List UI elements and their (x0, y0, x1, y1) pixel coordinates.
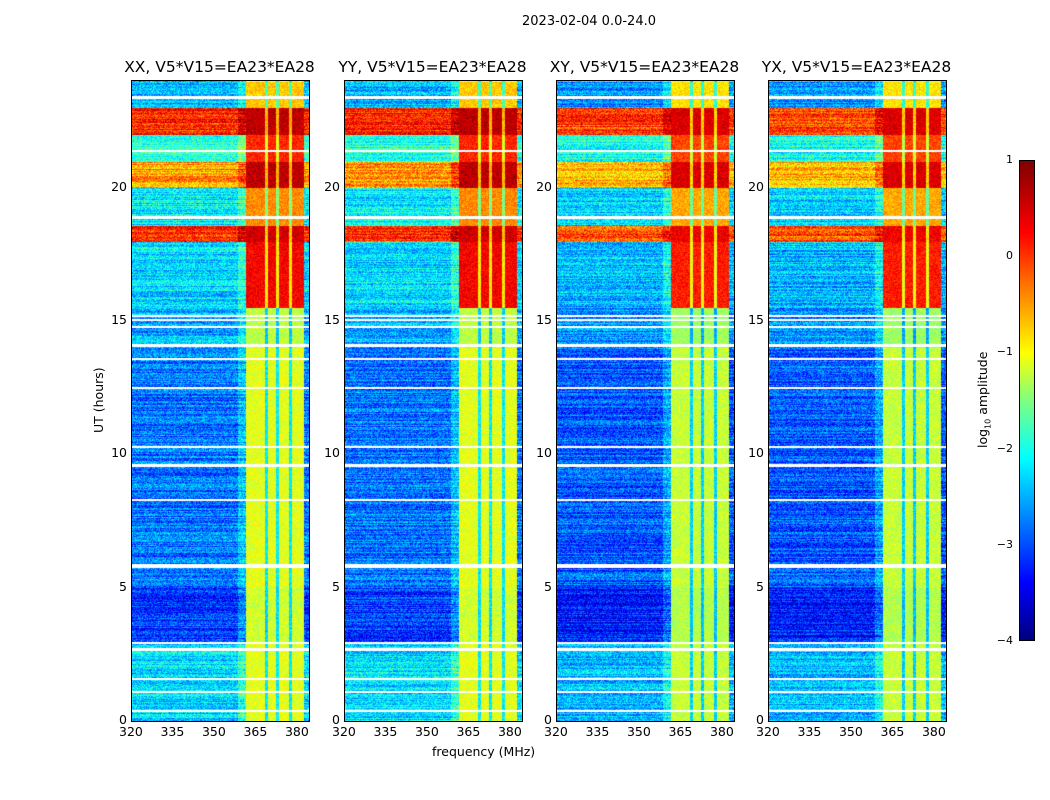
x-tick-label: 320 (756, 724, 780, 739)
colorbar-tick-label: −2 (996, 441, 1013, 455)
x-tick-label: 380 (497, 724, 522, 739)
panel-title: YX, V5*V15=EA23*EA28 (761, 58, 952, 76)
colorbar-tick-label: −4 (996, 634, 1013, 647)
x-tick-label: 350 (414, 724, 439, 739)
panel-title: XX, V5*V15=EA23*EA28 (124, 58, 315, 76)
y-tick-label: 0 (332, 712, 340, 727)
spectrogram-heatmap (768, 80, 947, 722)
y-tick-label: 15 (748, 312, 764, 327)
x-tick-label: 320 (544, 724, 568, 739)
x-tick-label: 380 (284, 724, 309, 739)
y-tick-label: 15 (536, 312, 552, 327)
panel-title: XY, V5*V15=EA23*EA28 (549, 58, 740, 76)
x-tick-label: 335 (585, 724, 610, 739)
y-tick-label: 20 (111, 178, 127, 194)
colorbar-tick-label: 1 (1006, 153, 1013, 166)
x-tick-label: 320 (332, 724, 356, 739)
y-tick-label: 20 (324, 178, 340, 194)
y-tick-label: 20 (748, 178, 764, 194)
x-tick-label: 350 (626, 724, 651, 739)
y-tick-label: 10 (748, 445, 764, 461)
spectrogram-heatmap (556, 80, 735, 722)
x-tick-label: 335 (160, 724, 185, 739)
y-tick-label: 0 (544, 712, 552, 727)
y-axis-label: UT (hours) (91, 367, 106, 433)
x-tick-label: 335 (797, 724, 822, 739)
figure-suptitle: 2023-02-04 0.0-24.0 (522, 14, 656, 29)
x-tick-label: 380 (709, 724, 734, 739)
colorbar-label: log10 amplitude (975, 351, 993, 448)
y-tick-label: 5 (119, 578, 127, 594)
x-axis-label: frequency (MHz) (432, 744, 536, 759)
y-tick-label: 10 (324, 445, 340, 461)
colorbar-tick-label: −3 (996, 537, 1013, 551)
y-tick-label: 0 (119, 712, 127, 727)
x-tick-label: 335 (373, 724, 398, 739)
x-tick-label: 380 (921, 724, 946, 739)
colorbar-tick-label: 0 (1006, 249, 1013, 263)
x-tick-label: 350 (838, 724, 863, 739)
x-tick-label: 365 (243, 724, 268, 739)
panel-title: YY, V5*V15=EA23*EA28 (338, 58, 527, 76)
colorbar (1019, 160, 1035, 641)
x-tick-label: 365 (668, 724, 693, 739)
x-tick-label: 365 (456, 724, 481, 739)
y-tick-label: 15 (324, 312, 340, 327)
y-tick-label: 15 (111, 312, 127, 327)
y-tick-label: 5 (544, 578, 552, 594)
y-tick-label: 0 (756, 712, 764, 727)
x-tick-label: 365 (880, 724, 905, 739)
y-tick-label: 5 (756, 578, 764, 594)
y-tick-label: 20 (536, 178, 552, 194)
colorbar-tick-label: −1 (996, 345, 1013, 359)
y-tick-label: 10 (536, 445, 552, 461)
y-tick-label: 5 (332, 578, 340, 594)
y-tick-label: 10 (111, 445, 127, 461)
x-tick-label: 320 (119, 724, 143, 739)
spectrogram-heatmap (344, 80, 523, 722)
spectrogram-heatmap (131, 80, 310, 722)
x-tick-label: 350 (201, 724, 226, 739)
